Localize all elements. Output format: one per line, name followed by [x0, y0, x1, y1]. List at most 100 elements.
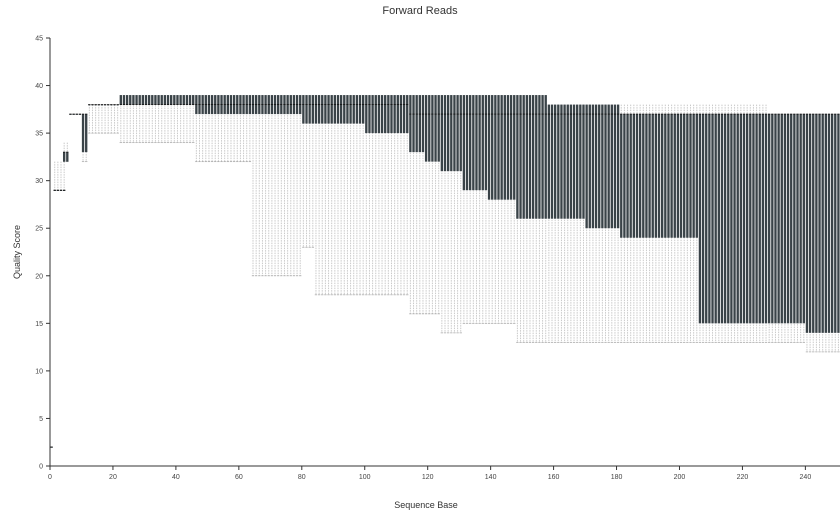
box: [720, 114, 724, 324]
y-tick-label: 35: [35, 131, 43, 138]
y-tick-label: 40: [35, 83, 43, 90]
box: [377, 95, 381, 134]
box: [742, 114, 746, 324]
box: [462, 95, 466, 191]
box: [119, 95, 122, 105]
box: [572, 104, 576, 219]
box: [818, 114, 821, 333]
box: [311, 95, 314, 124]
box: [182, 95, 185, 105]
box: [393, 95, 396, 134]
box: [834, 114, 837, 333]
box: [711, 114, 714, 324]
box: [764, 114, 768, 324]
y-tick-label: 15: [35, 321, 43, 328]
box: [774, 114, 777, 324]
box: [824, 114, 828, 333]
box: [56, 190, 60, 191]
x-axis: 0 20 40 60 80 100 120 140 160 180 200 220 240: [48, 465, 840, 481]
box: [582, 104, 585, 219]
box: [723, 114, 727, 324]
box: [469, 95, 472, 191]
box: [434, 95, 437, 162]
box: [601, 104, 604, 229]
box: [302, 95, 305, 124]
box: [151, 95, 154, 105]
box: [503, 95, 506, 200]
box: [736, 114, 739, 324]
box: [321, 95, 324, 124]
box: [657, 114, 661, 238]
box: [147, 95, 151, 105]
x-tick-label: 220: [737, 474, 749, 481]
box: [415, 95, 418, 153]
box: [664, 114, 667, 238]
box: [585, 104, 588, 229]
x-tick-label: 160: [548, 474, 560, 481]
box: [626, 114, 629, 238]
box: [560, 104, 563, 219]
box: [733, 114, 736, 324]
box: [163, 95, 167, 105]
x-tick-label: 20: [109, 474, 117, 481]
box: [613, 104, 617, 229]
x-tick-label: 120: [422, 474, 434, 481]
x-tick-label: 100: [359, 474, 371, 481]
box: [786, 114, 790, 324]
y-tick-label: 45: [35, 36, 43, 43]
box: [138, 95, 141, 105]
box: [343, 95, 346, 124]
box: [550, 104, 554, 219]
box: [821, 114, 824, 333]
box: [717, 114, 720, 324]
box: [610, 104, 613, 229]
box: [491, 95, 494, 200]
box: [472, 95, 475, 191]
box: [339, 95, 343, 124]
box: [497, 95, 500, 200]
box: [330, 95, 333, 124]
box: [827, 114, 831, 333]
box: [399, 95, 403, 134]
y-tick-label: 0: [39, 464, 43, 471]
box: [465, 95, 469, 191]
box: [588, 104, 591, 229]
box: [692, 114, 695, 238]
box: [412, 95, 415, 153]
box: [749, 114, 752, 324]
y-tick-label: 30: [35, 178, 43, 185]
box: [645, 114, 648, 238]
x-tick-label: 240: [800, 474, 812, 481]
box: [368, 95, 371, 134]
box: [623, 114, 626, 238]
box: [62, 152, 66, 162]
box: [450, 95, 453, 172]
box: [802, 114, 805, 324]
box: [594, 104, 598, 229]
box: [170, 95, 173, 105]
x-axis-label: Sequence Base: [394, 500, 458, 510]
x-tick-label: 40: [172, 474, 180, 481]
box: [654, 114, 658, 238]
box: [598, 104, 601, 229]
box: [390, 95, 393, 134]
box: [812, 114, 815, 333]
box: [531, 95, 535, 219]
box: [305, 95, 308, 124]
box: [418, 95, 421, 153]
box: [81, 114, 85, 153]
box: [516, 95, 519, 219]
x-tick-label: 200: [674, 474, 686, 481]
box: [481, 95, 484, 191]
box: [745, 114, 749, 324]
box: [799, 114, 802, 324]
box: [714, 114, 717, 324]
box: [361, 95, 365, 124]
box: [686, 114, 689, 238]
box: [141, 95, 145, 105]
box: [591, 104, 595, 229]
box: [406, 95, 409, 134]
box: [727, 114, 730, 324]
box: [327, 95, 330, 124]
box: [349, 95, 352, 124]
